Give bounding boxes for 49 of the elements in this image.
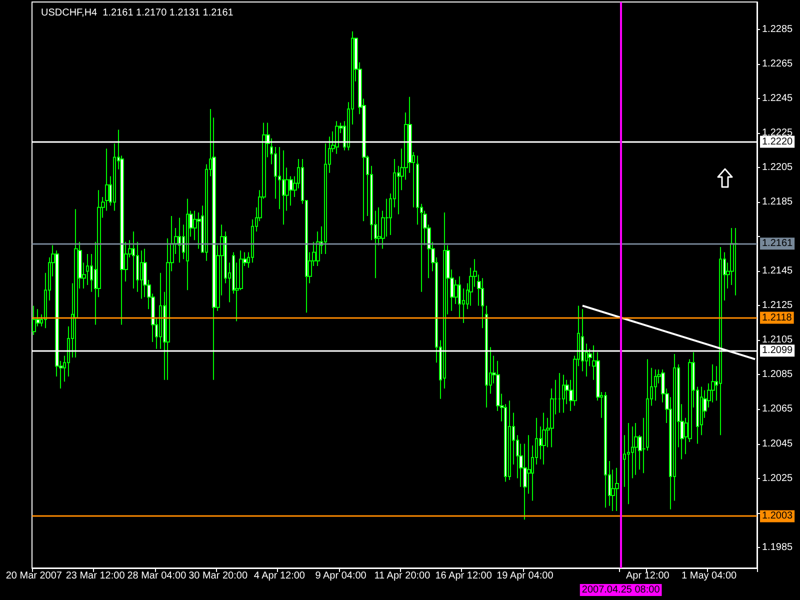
y-tick-label: 1.2225 — [762, 128, 794, 139]
y-tick-label: 1.2045 — [762, 438, 794, 450]
candlestick — [282, 150, 285, 226]
candlestick — [627, 422, 630, 505]
x-tick-label: 16 Apr 12:00 — [435, 570, 492, 582]
y-tick-label: 1.2185 — [762, 196, 794, 208]
candlestick — [542, 412, 546, 465]
candlestick — [178, 217, 181, 264]
candlestick — [562, 374, 565, 414]
x-tick-label: Apr 12:00 — [626, 570, 670, 582]
candlestick — [719, 246, 722, 436]
x-tick-label: 28 Mar 04:00 — [127, 570, 187, 582]
text: USDCHF,H4 1.2161 1.2170 1.2131 1.2161 — [41, 8, 234, 18]
ref-line-label: 1.2099 — [762, 345, 794, 356]
candlestick — [558, 372, 561, 414]
candlestick — [186, 198, 189, 291]
candlestick — [481, 278, 484, 329]
x-tick-label: 23 Mar 12:00 — [66, 570, 126, 582]
ref-line-label: 1.2220 — [762, 136, 794, 148]
y-tick-label: 1.2025 — [762, 472, 794, 484]
y-tick-label: 1.2085 — [762, 369, 794, 380]
x-tick-label: 19 Apr 04:00 — [496, 570, 554, 582]
y-tick-label: 1.2145 — [762, 266, 794, 277]
x-tick-label: 4 Apr 12:00 — [254, 570, 306, 582]
ref-line-label: 1.2003 — [762, 510, 794, 522]
y-tick-label: 1.2105 — [762, 334, 794, 346]
x-tick-label: 9 Apr 04:00 — [315, 570, 367, 582]
candlestick — [32, 305, 36, 336]
x-tick-label: 2007.04.25 08:00 — [582, 584, 660, 596]
candlestick — [74, 208, 78, 358]
candlestick — [508, 400, 511, 480]
candlestick — [634, 422, 638, 476]
x-tick-label: 1 May 04:00 — [682, 570, 737, 582]
x-tick-label: 20 Mar 2007 — [6, 570, 62, 582]
x-tick-label: 11 Apr 20:00 — [374, 570, 431, 582]
x-tick-label: 30 Mar 20:00 — [188, 570, 248, 582]
y-tick-label: 1.1985 — [762, 542, 794, 553]
y-tick-label: 1.2125 — [762, 300, 794, 312]
y-tick-label: 1.2245 — [762, 93, 794, 104]
candlestick — [615, 467, 619, 512]
y-tick-label: 1.2285 — [762, 24, 794, 36]
candlestick — [132, 231, 135, 289]
ref-line-label: 1.2161 — [762, 238, 794, 250]
candlestick — [604, 391, 607, 508]
candlestick — [335, 120, 339, 154]
y-tick-label: 1.2265 — [762, 58, 794, 70]
y-tick-label: 1.2205 — [762, 162, 794, 174]
ref-line-label: 1.2118 — [762, 312, 792, 324]
y-tick-label: 1.2065 — [762, 404, 794, 415]
